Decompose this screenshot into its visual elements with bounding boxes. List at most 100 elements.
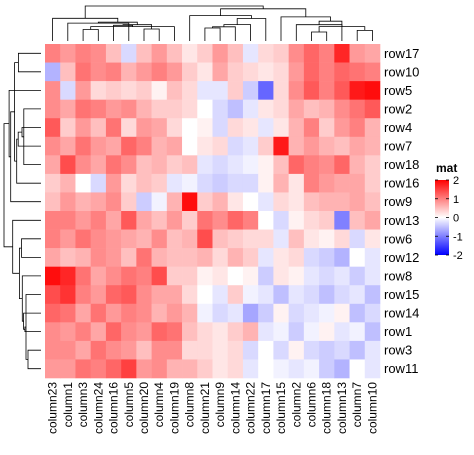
heatmap-cell [75,359,91,379]
heatmap-cell [334,99,350,119]
heatmap-cell [364,81,381,100]
heatmap-cell [136,173,152,193]
row-label: row11 [384,361,418,376]
heatmap-cell [334,81,350,100]
heatmap-cell [197,173,213,193]
heatmap-cell [197,155,213,175]
row-label: row3 [384,343,412,358]
heatmap-cell [90,173,107,193]
heatmap-cell [288,303,305,323]
heatmap-cell [75,62,91,82]
heatmap-cell [151,173,168,193]
heatmap-cell [105,173,122,193]
heatmap-cell [166,99,183,119]
heatmap-cell [151,192,168,212]
column-label: column15 [274,382,288,434]
heatmap-cell [136,192,152,212]
heatmap-cell [166,285,183,305]
heatmap-cell [273,136,289,156]
heatmap-cell [303,118,320,138]
heatmap-cell [319,192,335,212]
heatmap-cell [60,340,76,360]
heatmap-cell [212,340,229,360]
heatmap-cell [303,99,320,119]
heatmap-cell [166,322,183,342]
heatmap-cell [319,340,335,360]
heatmap-cell [364,62,381,82]
column-label: column3 [76,382,90,428]
heatmap-cell [303,211,320,230]
heatmap-cell [90,340,107,360]
heatmap-cell [90,322,107,342]
row-label: row13 [384,213,419,228]
heatmap-cell [60,229,76,249]
heatmap-cell [105,44,122,63]
column-label: column17 [259,382,273,434]
heatmap-cell [303,229,320,249]
heatmap-cell [303,340,320,360]
dendrogram-branch [82,29,99,41]
dendrogram-branch [8,90,41,158]
heatmap-cell [197,322,213,342]
heatmap-cell [60,192,76,212]
dendrogram-branch [3,123,13,248]
heatmap-cell [197,81,213,100]
heatmap-cell [45,266,61,286]
column-label: column7 [350,382,364,428]
heatmap-cell [258,155,274,175]
heatmap-cell [166,340,183,360]
heatmap-cell [303,248,320,267]
heatmap-cell [258,81,274,100]
heatmap-cell [105,62,122,82]
heatmap-cell [45,340,61,360]
row-label: row1 [384,324,412,339]
heatmap-cell [45,285,61,305]
heatmap-cell [273,211,289,230]
heatmap-cell [60,359,76,379]
heatmap-cell [151,322,168,342]
heatmap-cell [121,99,137,119]
heatmap-cell [75,285,91,305]
heatmap-cell [334,285,350,305]
heatmap-cell [90,62,107,82]
heatmap-cell [75,118,91,138]
heatmap-cell [349,118,366,138]
heatmap-cell [273,173,289,193]
heatmap-cell [319,81,335,100]
heatmap-cell [288,155,305,175]
heatmap-cell [258,359,274,379]
heatmap-cell [151,266,168,286]
heatmap-cell [273,192,289,212]
heatmap-cell [136,211,152,230]
heatmap-cell [364,211,381,230]
heatmap-cell [319,303,335,323]
heatmap-cell [60,322,76,342]
heatmap-cell [60,99,76,119]
heatmap-cell [90,359,107,379]
heatmap-cell [212,173,229,193]
row-label: row15 [384,287,419,302]
heatmap-cell [45,359,61,379]
heatmap-cell [166,155,183,175]
heatmap-cell [349,44,366,63]
heatmap-cell [303,62,320,82]
dendrogram-branch [280,16,331,41]
heatmap-cell [227,322,244,342]
heatmap-cell [121,285,137,305]
heatmap-cell [151,136,168,156]
heatmap-cell [166,118,183,138]
column-label: column5 [122,382,136,428]
heatmap-cell [90,136,107,156]
heatmap-cell [273,248,289,267]
heatmap-cell [242,192,259,212]
heatmap-cell [273,229,289,249]
heatmap-cell [166,359,183,379]
heatmap-cell [242,229,259,249]
dendrogram-branch [113,24,133,41]
column-label: column9 [213,382,227,428]
heatmap-cell [288,62,305,82]
heatmap-cell [197,136,213,156]
heatmap-cell [136,340,152,360]
heatmap-cell [319,266,335,286]
heatmap-cell [273,340,289,360]
